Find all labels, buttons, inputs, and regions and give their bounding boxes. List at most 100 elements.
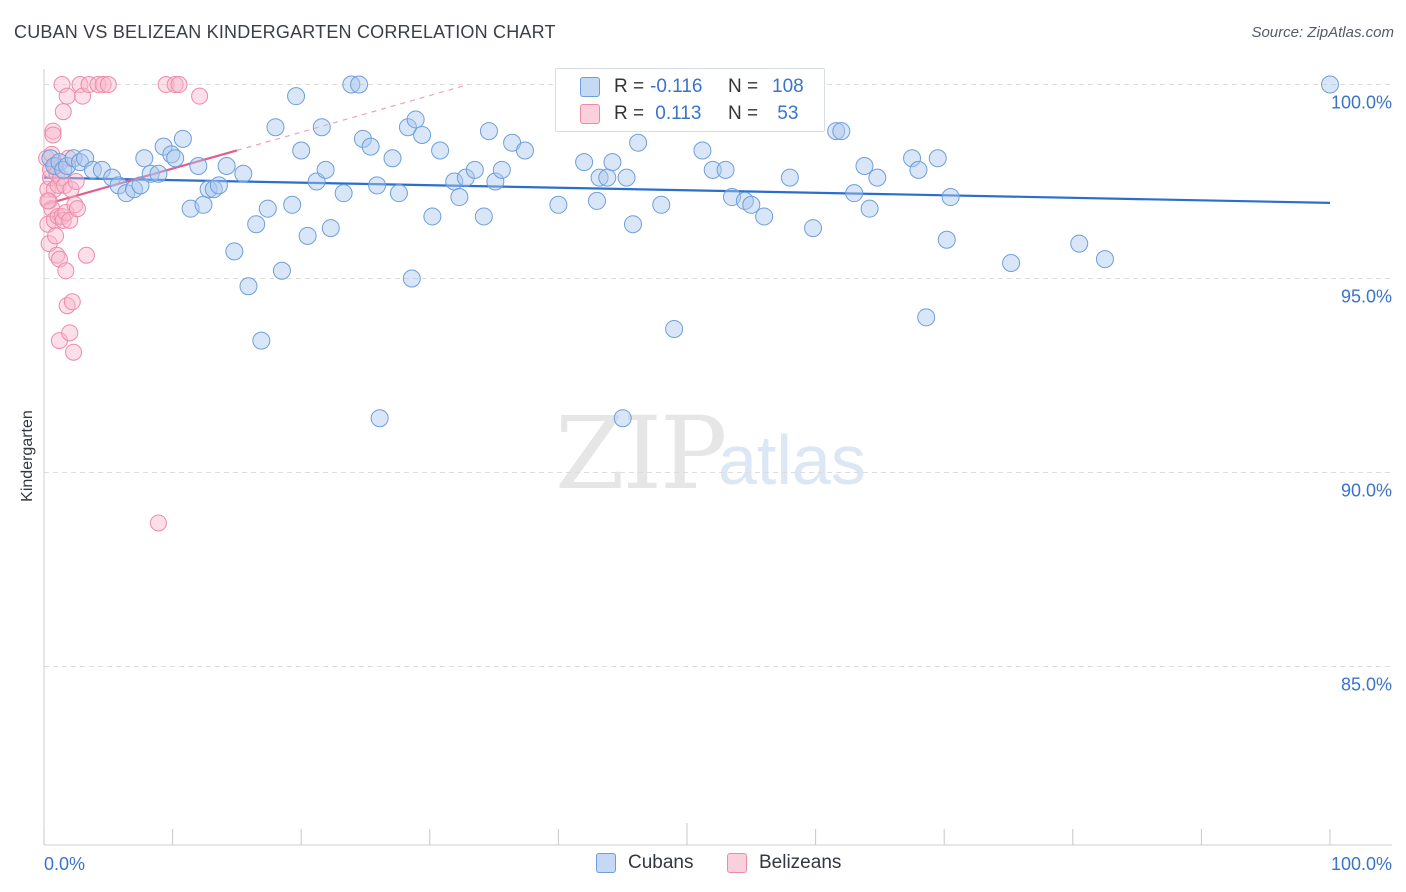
cuban-point	[398, 118, 417, 137]
cuban-point	[141, 164, 160, 183]
cuban-point	[258, 199, 277, 218]
cuban-point	[909, 160, 928, 179]
cuban-point	[629, 133, 648, 152]
cuban-point	[312, 118, 331, 137]
cuban-point	[383, 149, 402, 168]
cuban-point	[474, 207, 493, 226]
cuban-point	[832, 122, 851, 141]
cuban-point	[515, 141, 534, 160]
cuban-point	[361, 137, 380, 156]
chart-title: CUBAN VS BELIZEAN KINDERGARTEN CORRELATI…	[14, 22, 556, 42]
belizean-point	[166, 76, 184, 94]
cuban-point	[92, 160, 111, 179]
cuban-point	[217, 157, 236, 175]
cuban-point	[406, 110, 425, 129]
cuban-point	[292, 141, 311, 160]
cuban-point	[855, 157, 874, 175]
cuban-point	[234, 164, 253, 183]
belizean-point	[57, 262, 75, 280]
cuban-point	[166, 149, 185, 168]
legend-r-value: -0.116	[650, 76, 703, 97]
cuban-point	[252, 331, 271, 350]
cuban-point	[755, 207, 774, 226]
cuban-swatch	[580, 77, 600, 97]
cuban-point	[334, 184, 353, 203]
cuban-point	[613, 409, 632, 428]
cuban-point	[413, 125, 432, 144]
legend-r-label: R =	[614, 103, 645, 124]
cuban-point	[549, 195, 568, 214]
belizean-point	[99, 76, 117, 94]
cuban-point	[665, 319, 684, 338]
cuban-swatch	[596, 853, 616, 873]
belizean-point	[58, 87, 76, 105]
cuban-point	[1070, 234, 1089, 253]
belizean-point	[47, 227, 65, 245]
belizean-trend-extension	[236, 83, 469, 152]
tick-labels: 100.0% 95.0% 90.0% 85.0% 0.0% 100.0%	[44, 93, 1392, 874]
cuban-point	[423, 207, 442, 226]
cuban-point	[247, 215, 266, 234]
cuban-point	[928, 149, 947, 168]
cuban-point	[456, 168, 475, 187]
cuban-point	[149, 164, 168, 183]
cuban-point	[239, 277, 258, 296]
legend-row-cubans: R = -0.116 N = 108	[580, 75, 804, 99]
belizean-point	[39, 192, 57, 210]
cuban-point	[316, 160, 335, 179]
cuban-point	[109, 176, 128, 195]
watermark-atlas: atlas	[718, 421, 866, 499]
cuban-point	[623, 215, 642, 234]
legend-row-belizeans: R = 0.113 N = 53	[580, 102, 798, 126]
cuban-point	[368, 176, 387, 195]
source-label: Source: ZipAtlas.com	[1251, 24, 1394, 41]
belizean-point	[44, 122, 62, 140]
cuban-point	[189, 157, 208, 175]
cuban-point	[154, 137, 173, 156]
cuban-point	[209, 176, 228, 195]
cuban-point	[350, 75, 369, 94]
belizean-point	[63, 293, 81, 311]
cuban-point	[827, 122, 846, 141]
cuban-point	[917, 308, 936, 327]
cuban-point	[941, 188, 960, 207]
cuban-point	[479, 122, 498, 141]
cuban-point	[903, 149, 922, 168]
legend-n-label: N =	[728, 76, 759, 97]
cuban-point	[937, 230, 956, 249]
belizeans-label: Belizeans	[759, 852, 842, 873]
cuban-point	[283, 195, 302, 214]
cuban-point	[575, 153, 594, 172]
belizean-point	[67, 173, 85, 191]
cuban-point	[1095, 250, 1114, 269]
cuban-point	[617, 168, 636, 187]
cuban-point	[199, 180, 218, 199]
belizean-points	[38, 76, 209, 532]
cuban-point	[868, 168, 887, 187]
legend-r-value: 0.113	[650, 103, 702, 124]
legend-n-value: 53	[772, 103, 799, 124]
y-tick-label: 85.0%	[1341, 675, 1392, 695]
cuban-point	[845, 184, 864, 203]
cuban-point	[266, 118, 285, 137]
belizean-point	[54, 103, 72, 121]
cuban-point	[652, 195, 671, 214]
correlation-legend: R = -0.116 N = 108 R = 0.113 N = 53	[555, 68, 825, 132]
cuban-point	[287, 87, 306, 106]
cubans-label: Cubans	[628, 852, 694, 873]
cuban-point	[402, 269, 421, 288]
belizean-point	[65, 343, 83, 361]
cuban-point	[173, 129, 192, 148]
belizean-point	[157, 76, 175, 94]
cuban-point	[1002, 254, 1021, 272]
cuban-point	[860, 199, 879, 218]
cuban-point	[603, 153, 622, 172]
cuban-point	[272, 261, 291, 280]
cuban-point	[1321, 75, 1339, 94]
cuban-trend-line	[43, 176, 1331, 204]
y-tick-label: 90.0%	[1341, 481, 1392, 501]
cuban-point	[465, 160, 484, 179]
legend-r-label: R =	[614, 76, 645, 97]
belizean-point	[191, 87, 209, 105]
belizean-point	[170, 76, 188, 94]
